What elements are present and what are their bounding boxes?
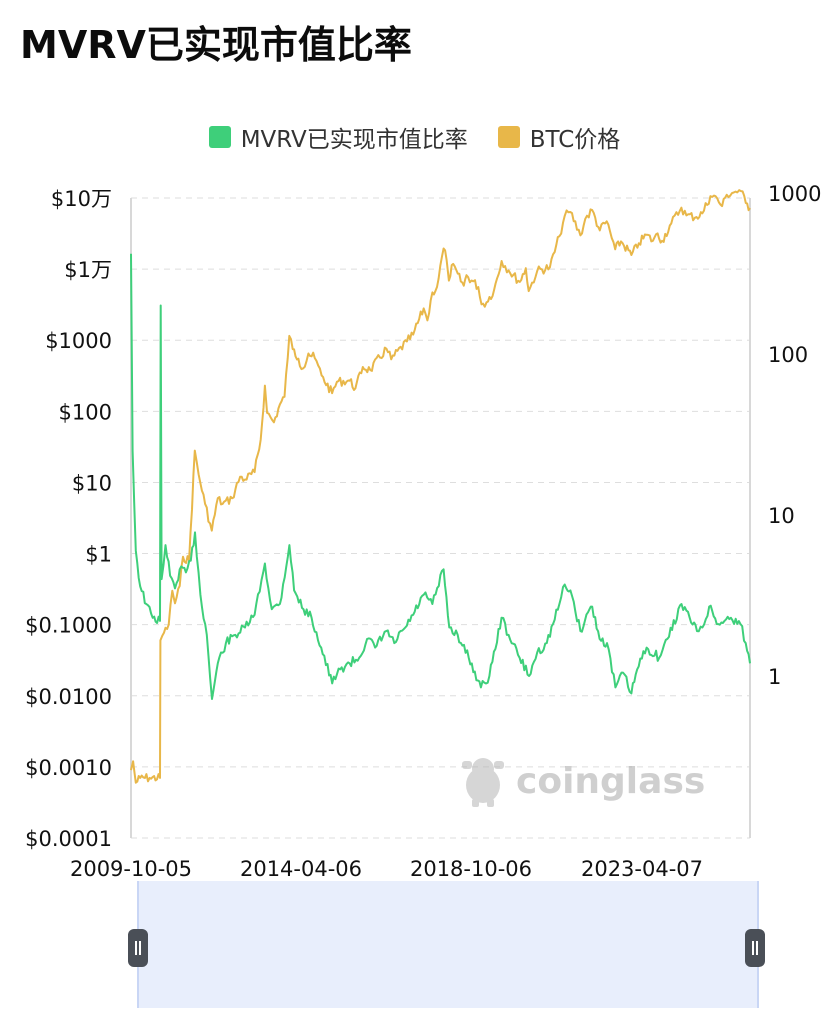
- series-line-mvrv: [130, 253, 751, 700]
- y-left-tick-label: $0.0100: [25, 685, 112, 709]
- y-right-tick-label: 10: [768, 504, 795, 528]
- legend-item-mvrv[interactable]: MVRV已实现市值比率: [208, 120, 468, 154]
- range-navigator[interactable]: [137, 881, 759, 1008]
- y-right-tick-label: 100: [768, 343, 808, 367]
- watermark: coinglass: [460, 755, 705, 807]
- grid-lines: [131, 197, 750, 839]
- y-left-tick-label: $100: [59, 400, 112, 424]
- legend-label-btc: BTC价格: [529, 127, 621, 153]
- legend-item-btc[interactable]: BTC价格: [497, 120, 621, 154]
- axes: $10万 $1万 $1000 $100 $10 $1 $0.1000 $0.0100 $0.00…: [25, 182, 821, 881]
- series-line-btc-price: [130, 189, 751, 784]
- y-left-tick-label: $0.0010: [25, 756, 112, 780]
- series-lines: [130, 189, 751, 784]
- page-title: MVRV已实现市值比率: [20, 23, 412, 67]
- y-left-tick-label: $1万: [64, 258, 112, 282]
- navigator-left-handle[interactable]: [128, 929, 148, 967]
- watermark-text: coinglass: [516, 760, 706, 802]
- x-tick-label: 2018-10-06: [410, 857, 532, 881]
- y-left-tick-label: $0.1000: [25, 614, 112, 638]
- legend-swatch-btc: [497, 126, 520, 148]
- chart-legend: MVRV已实现市值比率 BTC价格: [0, 120, 829, 154]
- y-left-tick-label: $1000: [45, 329, 112, 353]
- y-left-tick-label: $10: [72, 471, 112, 495]
- x-tick-label: 2023-04-07: [581, 857, 703, 881]
- y-left-tick-label: $10万: [51, 187, 112, 211]
- y-right-tick-label: 1: [768, 665, 781, 689]
- coinglass-logo-icon: [462, 758, 504, 807]
- x-tick-label: 2009-10-05: [70, 857, 192, 881]
- legend-swatch-mvrv: [208, 126, 231, 148]
- y-right-tick-label: 1000: [768, 182, 821, 206]
- y-left-tick-label: $0.0001: [25, 827, 112, 851]
- y-left-tick-label: $1: [85, 543, 112, 567]
- navigator-right-handle[interactable]: [745, 929, 765, 967]
- x-tick-label: 2014-04-06: [240, 857, 362, 881]
- legend-label-mvrv: MVRV已实现市值比率: [240, 127, 468, 153]
